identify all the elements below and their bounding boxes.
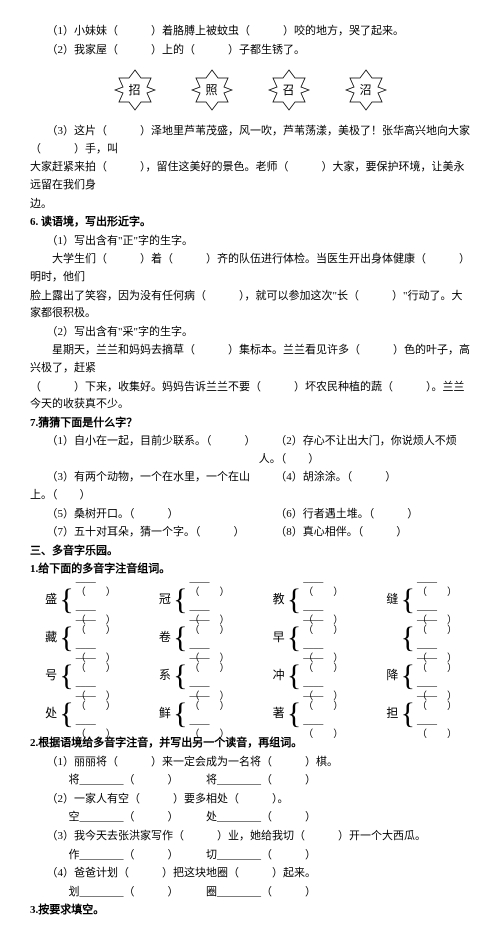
s3q2-l1: （1）丽丽将（ ）来一定会成为一名将（ ）棋。	[30, 754, 470, 772]
brace-symbol: {	[287, 697, 301, 731]
s3q2-l7: （4）爸爸计划（ ）把这块地圈（ ）起来。	[30, 865, 470, 883]
sec3-title: 三、多音字乐园。	[30, 543, 470, 561]
q3-line-1: （3）这片（ ）泽地里芦苇茂盛，风一吹，芦苇荡漾，美极了！张华高兴地向大家（ ）…	[30, 123, 470, 158]
brace-symbol: {	[59, 659, 73, 693]
q7-row: （1）自小在一起，目前少联系。（ ）（2）存心不让出大门，你说烦人不烦人。（ ）	[30, 433, 470, 468]
starbox-1: 招	[114, 69, 156, 111]
brace-blanks: ____（ ）____（ ）	[417, 686, 470, 742]
star-char-4: 沼	[359, 81, 371, 100]
brace-symbol: {	[59, 621, 73, 655]
q6-line-3: 脸上露出了笑容，因为没有任何病（ ），就可以参加这次"长（ ）"行动了。大家都很…	[30, 288, 470, 323]
s3q2-l8: 划________（ ） 圈________（ ）	[30, 884, 470, 902]
brace-char: 鲜	[159, 704, 171, 723]
q7-title: 7.猜猜下面是什么字？	[30, 415, 470, 433]
q7-row: （7）五十对耳朵，猜一个字。（ ）（8）真心相伴。（ ）	[30, 524, 470, 542]
brace-item: 著{____（ ）____（ ）	[273, 697, 357, 731]
brace-char: 处	[45, 704, 57, 723]
fill-line-2: （2）我家屋（ ）上的（ ）子都生锈了。	[30, 42, 470, 60]
q3-line-2: 大家赶紧来拍（ ），留住这美好的景色。老师（ ）大家，要保护环境，让美永远留在我…	[30, 159, 470, 194]
starbox-3: 召	[268, 69, 310, 111]
brace-blanks: ____（ ）____（ ）	[76, 686, 129, 742]
starbox-4: 沼	[345, 69, 387, 111]
brace-char: 冲	[273, 666, 285, 685]
q6-line-4: （2）写出含有"采"字的生字。	[30, 324, 470, 342]
brace-symbol: {	[59, 697, 73, 731]
q6-line-5: 星期天，兰兰和妈妈去摘草（ ）集标本。兰兰看见许多（ ）色的叶子，高兴极了，赶紧	[30, 342, 470, 377]
brace-blanks: ____（ ）____（ ）	[190, 686, 243, 742]
brace-char: 盛	[45, 590, 57, 609]
star-char-1: 招	[128, 81, 140, 100]
q7-right: （6）行者遇土堆。（ ）	[259, 506, 470, 524]
star-char-3: 召	[282, 81, 294, 100]
q7-left: （7）五十对耳朵，猜一个字。（ ）	[30, 524, 259, 542]
q6-title: 6. 读语境，写出形近字。	[30, 214, 470, 232]
brace-symbol: {	[173, 697, 187, 731]
brace-symbol: {	[401, 697, 415, 731]
q6-line-1: （1）写出含有"正"字的生字。	[30, 233, 470, 251]
q7-container: （1）自小在一起，目前少联系。（ ）（2）存心不让出大门，你说烦人不烦人。（ ）…	[30, 433, 470, 542]
brace-char: 系	[159, 666, 171, 685]
s3q2-title: 2.根据语境给多音字注音，并写出另一个读音，再组词。	[30, 735, 470, 753]
q7-right: （2）存心不让出大门，你说烦人不烦人。（ ）	[259, 433, 470, 468]
brace-symbol: {	[287, 583, 301, 617]
fill-line-1: （1）小妹妹（ ）着胳膊上被蚊虫（ ）咬的地方，哭了起来。	[30, 23, 470, 41]
brace-item: 处{____（ ）____（ ）	[45, 697, 129, 731]
q7-row: （5）桑树开口。（ ）（6）行者遇土堆。（ ）	[30, 506, 470, 524]
brace-char: 冠	[159, 590, 171, 609]
s3q2-l3: （2）一家人有空（ ）要多相处（ ）。	[30, 791, 470, 809]
brace-item: 担{____（ ）____（ ）	[386, 697, 470, 731]
brace-char: 著	[273, 704, 285, 723]
q6-line-6: （ ）下来，收集好。妈妈告诉兰兰不要（ ）坏农民种植的蔬（ ）。兰兰今天的收获真…	[30, 379, 470, 414]
brace-symbol: {	[173, 621, 187, 655]
brace-symbol: {	[401, 659, 415, 693]
star-char-2: 照	[205, 81, 217, 100]
brace-symbol: {	[173, 659, 187, 693]
q7-left: （1）自小在一起，目前少联系。（ ）	[30, 433, 259, 468]
brace-char: 教	[273, 590, 285, 609]
brace-char: 藏	[45, 628, 57, 647]
brace-symbol: {	[287, 659, 301, 693]
brace-symbol: {	[401, 621, 415, 655]
q7-left: （3）有两个动物，一个在水里，一个在山上。（ ）	[30, 469, 259, 504]
brace-char: 担	[386, 704, 398, 723]
q6-line-2: 大学生们（ ）着（ ）齐的队伍进行体检。当医生开出身体健康（ ）明时，他们	[30, 251, 470, 286]
brace-char: 降	[386, 666, 398, 685]
brace-symbol: {	[287, 621, 301, 655]
s3q2-l4: 空________（ ） 处________（ ）	[30, 809, 470, 827]
s3q3-title: 3.按要求填空。	[30, 902, 470, 920]
q3-line-3: 边。	[30, 196, 470, 214]
q7-left: （5）桑树开口。（ ）	[30, 506, 259, 524]
brace-char: 号	[45, 666, 57, 685]
brace-blanks: ____（ ）____（ ）	[303, 686, 356, 742]
s3q2-l6: 作________（ ） 切________（ ）	[30, 847, 470, 865]
q7-right: （4）胡涂涂。（ ）	[259, 469, 470, 504]
brace-char: 卷	[159, 628, 171, 647]
brace-char: 缝	[386, 590, 398, 609]
brace-symbol: {	[401, 583, 415, 617]
brace-container: 盛{____（ ）____（ ）冠{____（ ）____（ ）教{____（ …	[30, 583, 470, 731]
q7-row: （3）有两个动物，一个在水里，一个在山上。（ ）（4）胡涂涂。（ ）	[30, 469, 470, 504]
starbox-2: 照	[191, 69, 233, 111]
brace-char: 早	[273, 628, 285, 647]
brace-item: 鲜{____（ ）____（ ）	[159, 697, 243, 731]
brace-symbol: {	[59, 583, 73, 617]
s3q2-l5: （3）我今天去张洪家写作（ ）业，她给我切（ ）开一个大西瓜。	[30, 828, 470, 846]
s3q2-l2: 将________（ ） 将________（ ）	[30, 772, 470, 790]
starbox-row: 招 照 召 沼	[30, 69, 470, 111]
q7-right: （8）真心相伴。（ ）	[259, 524, 470, 542]
brace-symbol: {	[173, 583, 187, 617]
brace-row: 处{____（ ）____（ ） 鲜{____（ ）____（ ） 著{____（ …	[45, 697, 470, 731]
